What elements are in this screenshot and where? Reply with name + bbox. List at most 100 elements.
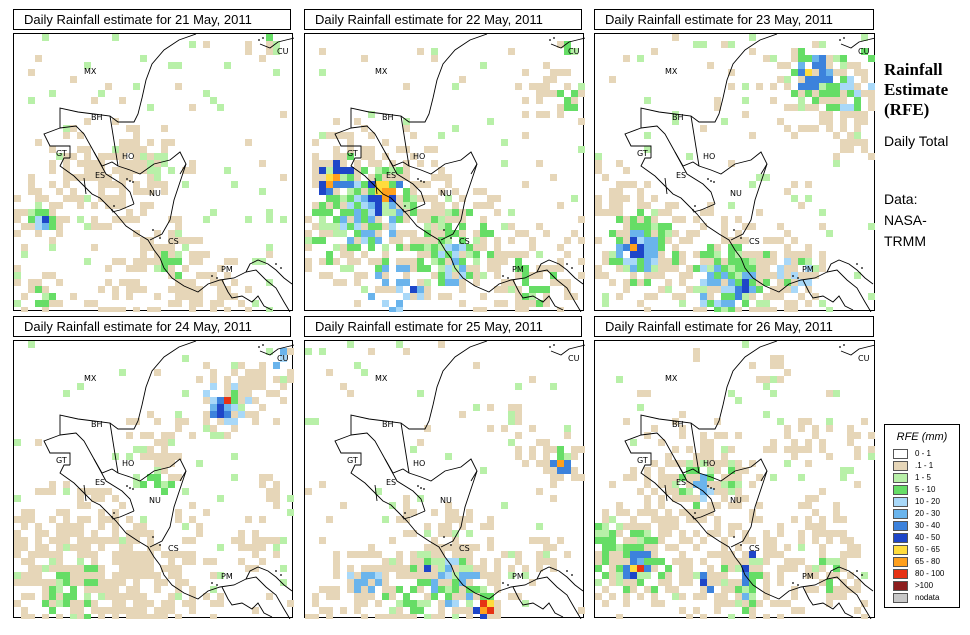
rainfall-cell: [182, 237, 189, 244]
rainfall-cell: [679, 237, 686, 244]
rainfall-cell: [749, 579, 756, 586]
rainfall-cell: [536, 565, 543, 572]
rainfall-cell: [452, 586, 459, 593]
country-label: CU: [277, 354, 289, 363]
rainfall-cell: [340, 216, 347, 223]
rainfall-cell: [389, 181, 396, 188]
rainfall-cell: [508, 439, 515, 446]
rainfall-cell: [119, 139, 126, 146]
rainfall-cell: [819, 516, 826, 523]
rainfall-cell: [266, 41, 273, 48]
rainfall-cell: [700, 579, 707, 586]
rainfall-cell: [396, 265, 403, 272]
rainfall-cell: [326, 202, 333, 209]
rainfall-cell: [340, 607, 347, 614]
rainfall-cell: [175, 216, 182, 223]
rainfall-cell: [700, 265, 707, 272]
rainfall-cell: [728, 523, 735, 530]
rainfall-cell: [459, 237, 466, 244]
rainfall-cell: [721, 453, 728, 460]
rainfall-cell: [543, 439, 550, 446]
rainfall-cell: [140, 432, 147, 439]
rainfall-cell: [763, 614, 770, 619]
rainfall-cell: [147, 153, 154, 160]
rainfall-cell: [756, 209, 763, 216]
rainfall-cell: [784, 76, 791, 83]
rainfall-cell: [410, 286, 417, 293]
rainfall-cell: [445, 195, 452, 202]
rainfall-cell: [536, 300, 543, 307]
rainfall-cell: [182, 488, 189, 495]
rainfall-cell: [147, 258, 154, 265]
rainfall-cell: [679, 530, 686, 537]
rainfall-cell: [238, 390, 245, 397]
country-label: HO: [703, 459, 715, 468]
rainfall-cell: [784, 258, 791, 265]
rainfall-cell: [515, 265, 522, 272]
rainfall-cell: [665, 481, 672, 488]
country-label: CU: [568, 47, 580, 56]
rainfall-cell: [28, 593, 35, 600]
rainfall-cell: [133, 446, 140, 453]
rainfall-cell: [326, 132, 333, 139]
rainfall-cell: [340, 181, 347, 188]
rainfall-cell: [672, 481, 679, 488]
island-dot: [262, 344, 264, 346]
legend-swatch: [893, 557, 908, 567]
rainfall-cell: [833, 55, 840, 62]
rainfall-cell: [438, 230, 445, 237]
rainfall-cell: [679, 607, 686, 614]
rainfall-cell: [14, 279, 21, 286]
rainfall-cell: [770, 551, 777, 558]
rainfall-cell: [28, 216, 35, 223]
rainfall-cell: [452, 258, 459, 265]
rainfall-cell: [515, 411, 522, 418]
border-line: [664, 177, 668, 195]
rainfall-cell: [438, 216, 445, 223]
rainfall-cell: [438, 272, 445, 279]
country-label: HO: [122, 152, 134, 161]
rainfall-cell: [651, 237, 658, 244]
rainfall-cell: [133, 600, 140, 607]
country-label: MX: [665, 67, 678, 76]
rainfall-cell: [501, 502, 508, 509]
rainfall-cell: [168, 439, 175, 446]
rainfall-cell: [98, 181, 105, 188]
border-line: [512, 586, 564, 618]
rainfall-cell: [245, 544, 252, 551]
rainfall-cell: [452, 244, 459, 251]
rainfall-cell: [564, 551, 571, 558]
rainfall-cell: [189, 258, 196, 265]
rainfall-cell: [791, 446, 798, 453]
rainfall-cell: [396, 341, 403, 348]
island-dot: [861, 574, 863, 576]
rainfall-cell: [791, 516, 798, 523]
rainfall-cell: [14, 544, 21, 551]
rainfall-cell: [438, 244, 445, 251]
rainfall-cell: [557, 467, 564, 474]
rainfall-cell: [35, 439, 42, 446]
rainfall-cell: [529, 446, 536, 453]
rainfall-cell: [777, 237, 784, 244]
rainfall-cell: [651, 265, 658, 272]
rainfall-cell: [616, 237, 623, 244]
rainfall-cell: [396, 279, 403, 286]
rainfall-cell: [826, 76, 833, 83]
rainfall-cell: [42, 272, 49, 279]
rainfall-cell: [707, 244, 714, 251]
rainfall-cell: [175, 614, 182, 619]
rainfall-cell: [84, 565, 91, 572]
rainfall-cell: [805, 572, 812, 579]
rainfall-cell: [763, 558, 770, 565]
rainfall-cell: [609, 544, 616, 551]
rainfall-cell: [742, 593, 749, 600]
rainfall-cell: [833, 509, 840, 516]
rainfall-cell: [564, 460, 571, 467]
rainfall-cell: [98, 495, 105, 502]
rainfall-cell: [749, 265, 756, 272]
rainfall-cell: [368, 160, 375, 167]
rainfall-cell: [679, 495, 686, 502]
country-label: ES: [95, 478, 105, 487]
rainfall-cell: [721, 565, 728, 572]
country-label: MX: [665, 374, 678, 383]
